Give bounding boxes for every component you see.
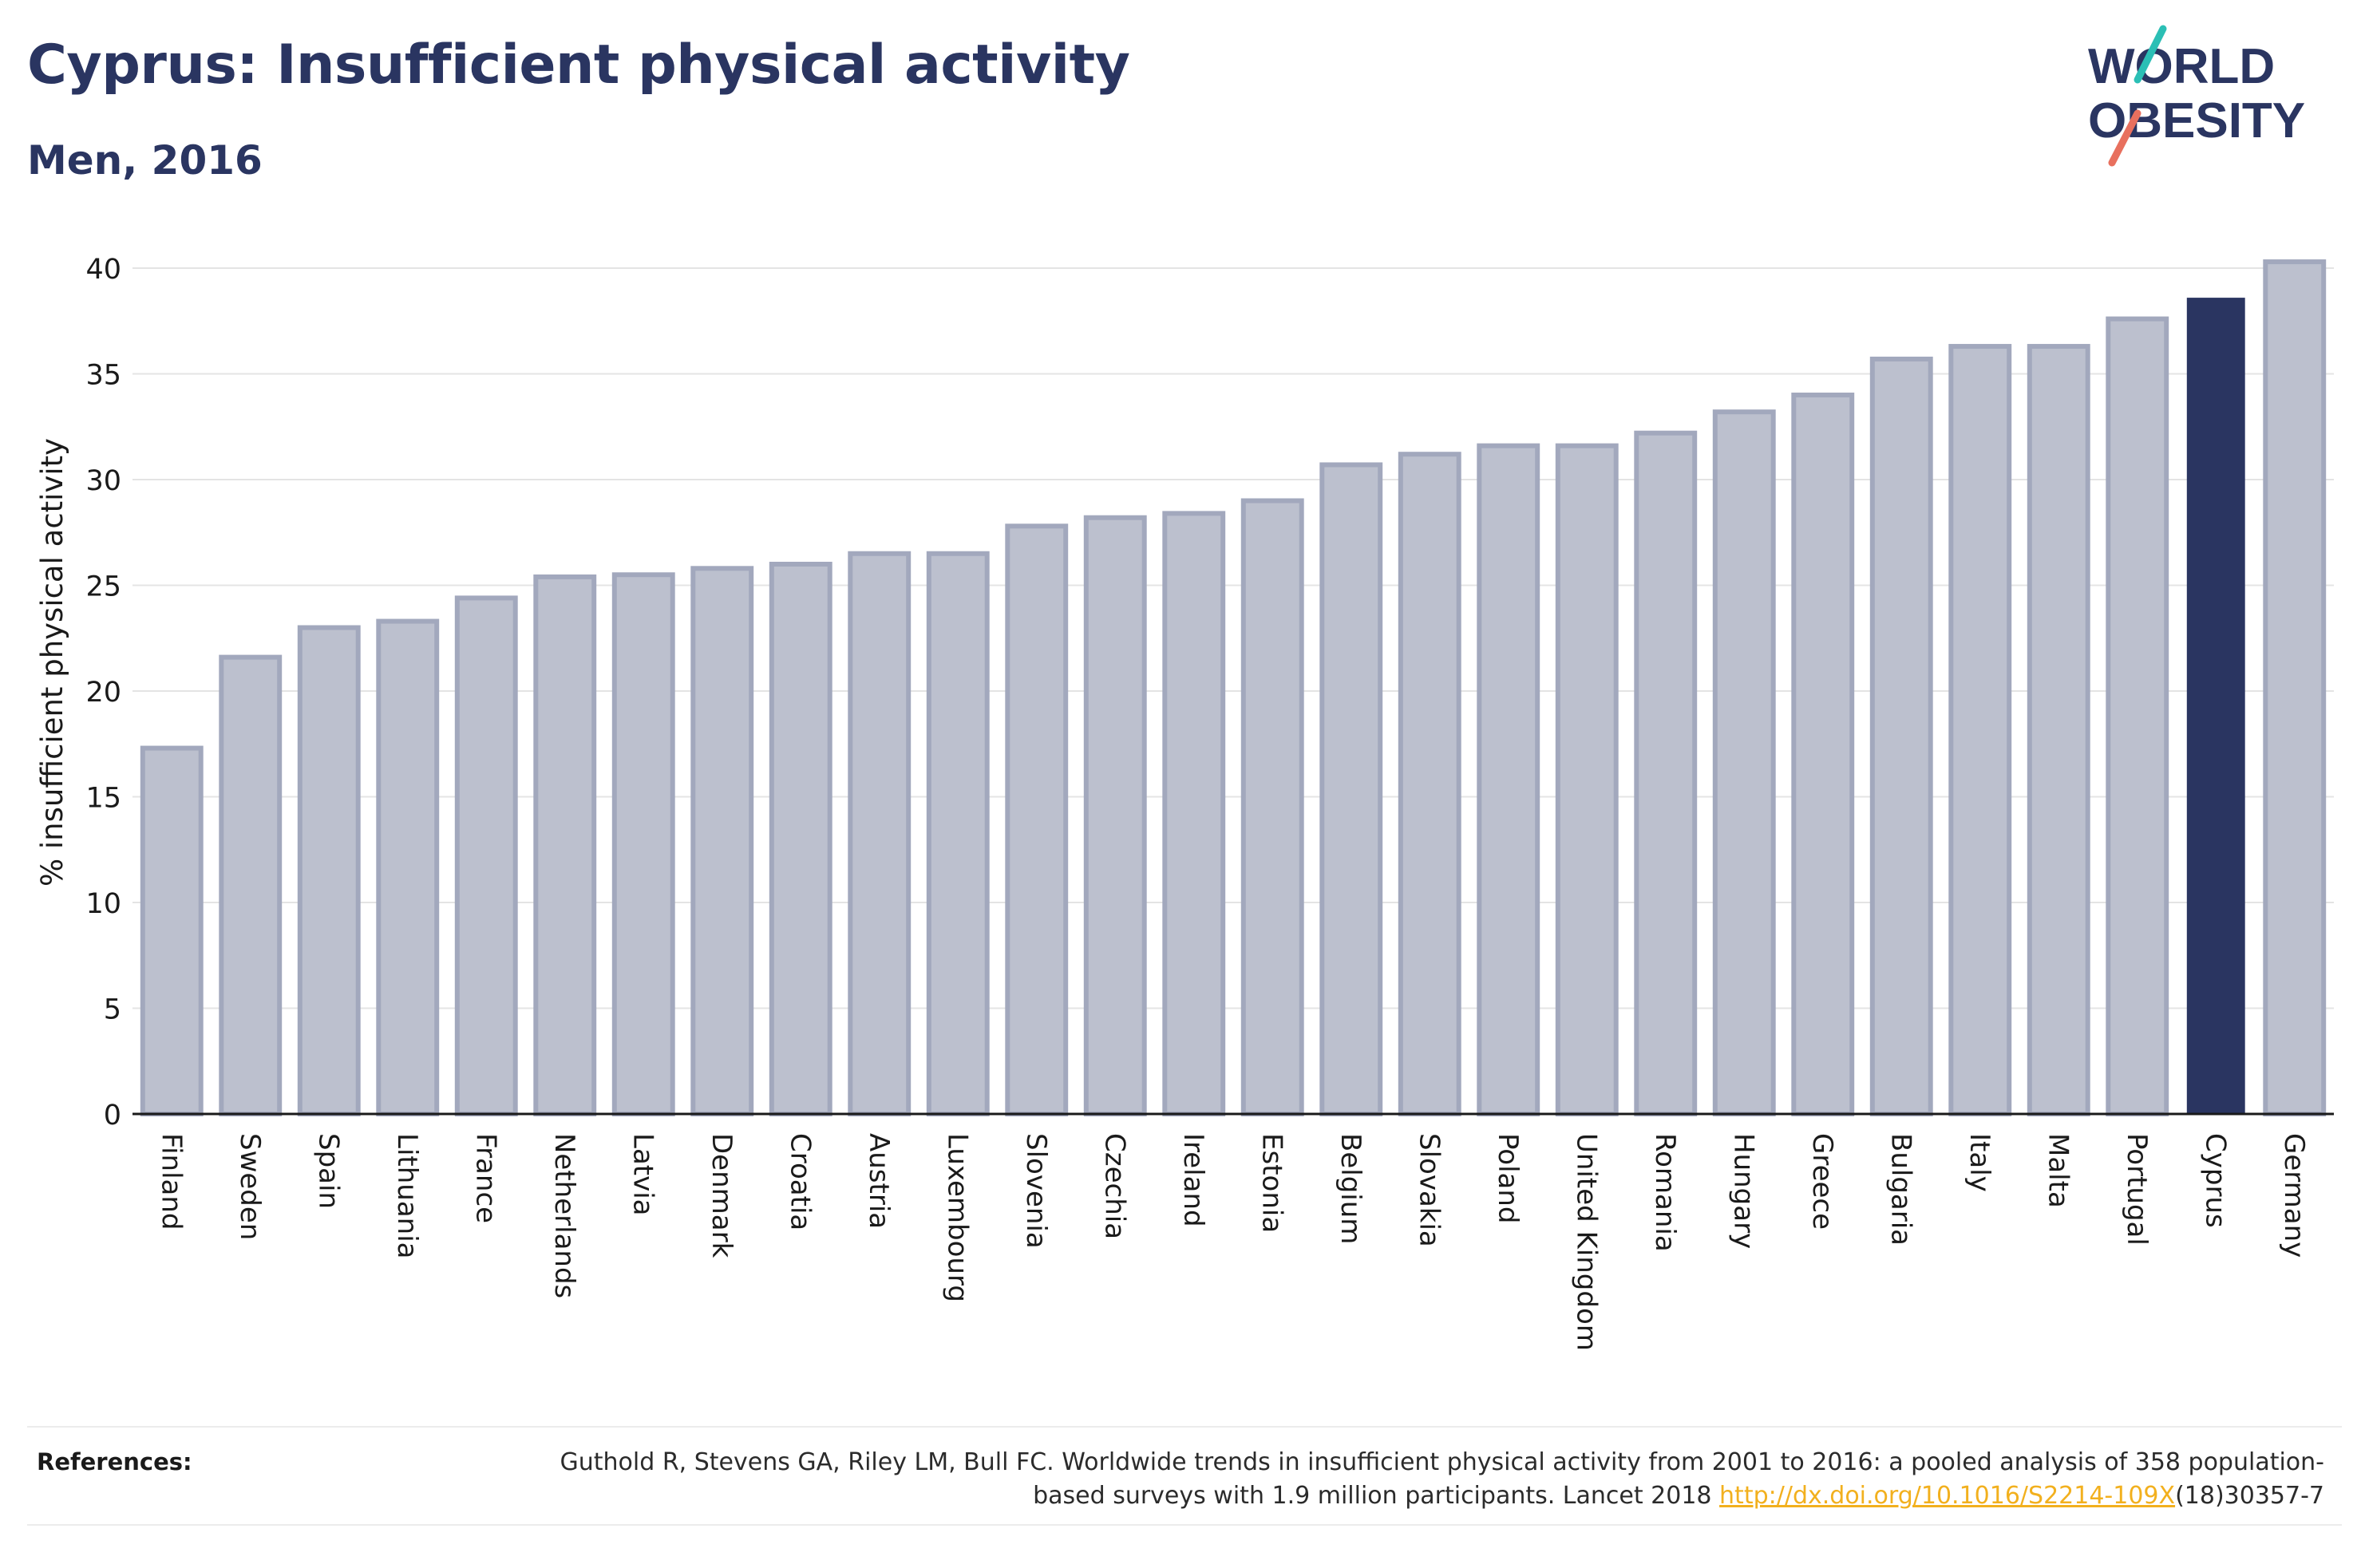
bar-malta[interactable]: Malta: 36.3 — [2027, 344, 2090, 1116]
x-tick-label: Finland — [155, 1133, 187, 1230]
logo-word-world: WORLD — [2088, 39, 2275, 94]
y-tick-label: 25 — [85, 571, 121, 603]
references-top-divider — [27, 1426, 2342, 1428]
bar-austria[interactable]: Austria: 26.5 — [848, 551, 912, 1116]
y-tick-label: 20 — [85, 677, 121, 709]
x-tick-label: Greece — [1806, 1133, 1838, 1230]
references-label: References: — [37, 1448, 192, 1475]
x-tick-label: Latvia — [627, 1133, 658, 1216]
bars: Finland: 17.3Sweden: 21.6Spain: 23Lithua… — [140, 259, 2327, 1117]
x-tick-label: Bulgaria — [1884, 1133, 1916, 1246]
x-tick-label: Denmark — [706, 1133, 738, 1258]
y-axis-label: % insufficient physical activity — [35, 438, 69, 887]
y-tick-label: 0 — [104, 1100, 121, 1132]
x-tick-label: Lithuania — [391, 1133, 423, 1258]
tick-labels: 0 5 10 15 20 25 30 35 40 Finland Sweden Spain Lithua… — [85, 254, 2309, 1351]
bar-cyprus[interactable]: Cyprus: 38.6 — [2186, 298, 2245, 1115]
x-tick-label: Slovakia — [1413, 1133, 1445, 1247]
bar-hungary[interactable]: Hungary: 33.2 — [1712, 409, 1776, 1116]
bar-czechia[interactable]: Czechia: 28.2 — [1083, 515, 1147, 1116]
logo-slash-teal — [2134, 25, 2167, 84]
bar-poland[interactable]: Poland: 31.6 — [1477, 443, 1540, 1116]
x-tick-label: Czechia — [1098, 1133, 1130, 1239]
x-tick-label: Netherlands — [548, 1133, 580, 1298]
y-tick-label: 10 — [85, 888, 121, 920]
x-tick-label: Ireland — [1177, 1133, 1209, 1227]
references-doi-link[interactable]: http://dx.doi.org/10.1016/S2214-109X — [1719, 1482, 2176, 1510]
bar-netherlands[interactable]: Netherlands: 25.4 — [533, 574, 597, 1116]
x-tick-label: Malta — [2042, 1133, 2074, 1208]
bar-latvia[interactable]: Latvia: 25.5 — [611, 572, 675, 1116]
references-citation: Guthold R, Stevens GA, Riley LM, Bull FC… — [560, 1448, 2324, 1510]
chart-subtitle: Men, 2016 — [27, 137, 263, 184]
x-tick-label: Poland — [1492, 1133, 1524, 1224]
y-tick-label: 15 — [85, 783, 121, 815]
bar-united-kingdom[interactable]: United Kingdom: 31.6 — [1555, 443, 1619, 1116]
bar-spain[interactable]: Spain: 23 — [297, 625, 361, 1116]
x-tick-label: Estonia — [1256, 1133, 1287, 1233]
x-tick-label: Portugal — [2121, 1133, 2153, 1246]
x-tick-label: Croatia — [784, 1133, 816, 1230]
bar-slovenia[interactable]: Slovenia: 27.8 — [1005, 523, 1069, 1116]
references-bottom-divider — [27, 1524, 2342, 1526]
x-tick-label: United Kingdom — [1570, 1133, 1602, 1351]
bar-denmark[interactable]: Denmark: 25.8 — [690, 566, 754, 1116]
bar-estonia[interactable]: Estonia: 29 — [1240, 498, 1304, 1116]
x-tick-label: Austria — [863, 1133, 895, 1229]
x-tick-label: Germany — [2278, 1133, 2310, 1258]
bar-lithuania[interactable]: Lithuania: 23.3 — [376, 618, 440, 1116]
references-text: Guthold R, Stevens GA, Riley LM, Bull FC… — [488, 1446, 2324, 1513]
references-citation-suffix: (18)30357-7 — [2175, 1482, 2324, 1510]
bar-portugal[interactable]: Portugal: 37.6 — [2106, 316, 2169, 1117]
bar-italy[interactable]: Italy: 36.3 — [1948, 344, 2012, 1116]
bar-greece[interactable]: Greece: 34 — [1791, 393, 1855, 1116]
y-tick-label: 30 — [85, 465, 121, 497]
bar-bulgaria[interactable]: Bulgaria: 35.7 — [1869, 356, 1933, 1116]
bar-ireland[interactable]: Ireland: 28.4 — [1162, 511, 1226, 1116]
bar-france[interactable]: France: 24.4 — [454, 595, 518, 1116]
x-tick-label: Hungary — [1727, 1133, 1759, 1249]
x-tick-label: France — [469, 1133, 501, 1223]
x-tick-label: Luxembourg — [941, 1133, 973, 1302]
x-tick-label: Spain — [312, 1133, 344, 1209]
y-tick-label: 5 — [104, 994, 121, 1026]
bar-sweden[interactable]: Sweden: 21.6 — [219, 654, 283, 1116]
world-obesity-logo[interactable]: WORLD OBESITY — [2075, 18, 2347, 177]
bar-slovakia[interactable]: Slovakia: 31.2 — [1398, 452, 1461, 1116]
x-tick-label: Cyprus — [2199, 1133, 2231, 1228]
x-tick-label: Romania — [1649, 1133, 1681, 1252]
bar-belgium[interactable]: Belgium: 30.7 — [1319, 462, 1383, 1116]
bar-luxembourg[interactable]: Luxembourg: 26.5 — [926, 551, 990, 1116]
bar-germany[interactable]: Germany: 40.3 — [2263, 259, 2327, 1116]
logo-slash-coral — [2108, 109, 2142, 167]
x-tick-label: Belgium — [1335, 1133, 1366, 1244]
x-tick-label: Sweden — [234, 1133, 266, 1240]
bar-finland[interactable]: Finland: 17.3 — [140, 745, 204, 1116]
y-tick-label: 35 — [85, 360, 121, 392]
chart-title: Cyprus: Insufficient physical activity — [27, 34, 1130, 97]
x-tick-label: Slovenia — [1020, 1133, 1052, 1249]
y-tick-label: 40 — [85, 254, 121, 286]
x-tick-label: Italy — [1964, 1133, 1995, 1192]
bar-croatia[interactable]: Croatia: 26 — [769, 562, 832, 1116]
bar-romania[interactable]: Romania: 32.2 — [1634, 430, 1698, 1116]
